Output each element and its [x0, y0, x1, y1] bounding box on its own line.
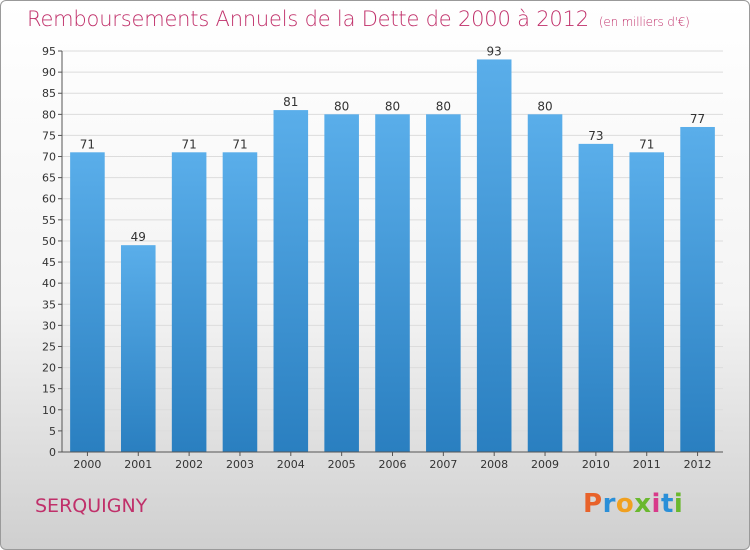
y-tick-label: 5	[49, 425, 56, 438]
x-tick-label: 2004	[277, 458, 305, 471]
x-tick-label: 2000	[73, 458, 101, 471]
y-tick-label: 50	[42, 235, 56, 248]
x-tick-label: 2011	[633, 458, 661, 471]
bars	[70, 59, 715, 453]
data-label: 71	[232, 137, 247, 151]
x-tick-label: 2005	[328, 458, 356, 471]
y-tick-label: 75	[42, 129, 56, 142]
logo-letter: r	[602, 489, 616, 519]
y-tick-label: 80	[42, 108, 56, 121]
y-tick-label: 15	[42, 383, 56, 396]
x-tick-label: 2008	[480, 458, 508, 471]
x-tick-label: 2012	[684, 458, 712, 471]
data-label: 93	[487, 44, 502, 58]
x-tick-label: 2002	[175, 458, 203, 471]
y-tick-label: 0	[49, 446, 56, 459]
data-label: 71	[639, 137, 654, 151]
data-label: 71	[80, 137, 95, 151]
y-tick-label: 25	[42, 340, 56, 353]
chart-title: Remboursements Annuels de la Dette de 20…	[27, 7, 690, 31]
chart-unit: (en milliers d'€)	[598, 15, 690, 29]
y-tick-label: 55	[42, 214, 56, 227]
y-tick-label: 65	[42, 172, 56, 185]
y-tick-label: 40	[42, 277, 56, 290]
x-tick-label: 2001	[124, 458, 152, 471]
y-tick-label: 35	[42, 298, 56, 311]
bar-2009	[527, 114, 563, 452]
y-tick-label: 85	[42, 87, 56, 100]
logo-letter: i	[651, 489, 661, 519]
x-tick-label: 2009	[531, 458, 559, 471]
bar-2010	[578, 143, 614, 452]
data-label: 80	[436, 99, 451, 113]
x-tick-label: 2007	[429, 458, 457, 471]
y-tick-label: 20	[42, 362, 56, 375]
data-labels: 71 49 71 71 81 80 80 80 93 80 73 71 77	[80, 44, 705, 244]
commune-name: SERQUIGNY	[35, 495, 148, 517]
bar-2011	[629, 152, 665, 452]
bar-2006	[375, 114, 410, 452]
bar-2002	[171, 152, 207, 452]
bar-2008	[476, 59, 512, 452]
data-label: 71	[181, 137, 196, 151]
y-tick-label: 60	[42, 193, 56, 206]
data-label: 80	[385, 99, 400, 113]
logo-letter: P	[583, 489, 603, 519]
data-label: 80	[537, 99, 552, 113]
y-tick-label: 90	[42, 66, 56, 79]
data-label: 81	[283, 95, 298, 109]
y-tick-label: 45	[42, 256, 56, 269]
data-label: 49	[131, 230, 146, 244]
bar-2012	[680, 126, 715, 453]
y-tick-label: 10	[42, 404, 56, 417]
logo-letter: x	[634, 489, 652, 519]
y-tick-label: 30	[42, 319, 56, 332]
data-label: 73	[588, 129, 603, 143]
axes: 0 5 10 15 20 25 30 35 40 45 50 55 60 65 70 75 80 85 90 95 20…	[42, 45, 723, 471]
bar-2001	[120, 245, 156, 452]
logo-letter: i	[673, 489, 684, 519]
x-tick-label: 2003	[226, 458, 254, 471]
logo-letter: t	[660, 489, 674, 519]
x-tick-label: 2010	[582, 458, 610, 471]
bar-2004	[273, 110, 309, 453]
proxiti-logo: Proxiti	[583, 489, 683, 519]
bar-2005	[324, 114, 359, 452]
x-tick-label: 2006	[379, 458, 407, 471]
y-tick-label: 95	[42, 45, 56, 58]
bar-2007	[426, 114, 461, 452]
data-label: 77	[690, 112, 705, 126]
chart-title-text: Remboursements Annuels de la Dette de 20…	[27, 7, 589, 31]
y-tick-label: 70	[42, 151, 56, 164]
bar-2000	[70, 152, 105, 452]
data-label: 80	[334, 99, 349, 113]
bar-2003	[222, 152, 258, 452]
logo-letter: o	[615, 489, 635, 519]
